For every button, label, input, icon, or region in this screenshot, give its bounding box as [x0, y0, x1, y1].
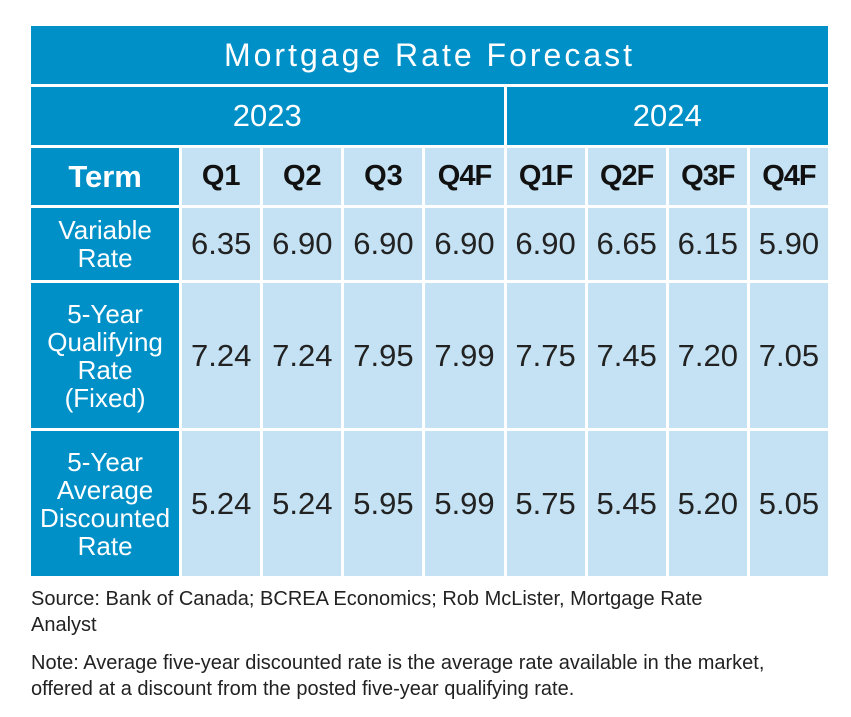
year-row: 2023 2024 [31, 87, 828, 145]
row-label-variable-rate: Variable Rate [31, 208, 180, 280]
title-row: Mortgage Rate Forecast [31, 26, 828, 84]
row-label-line: Qualifying [47, 326, 163, 357]
table-title: Mortgage Rate Forecast [31, 26, 828, 84]
value-cell: 5.24 [263, 431, 342, 576]
source-note: Source: Bank of Canada; BCREA Economics;… [31, 588, 703, 636]
value-cell: 5.20 [668, 431, 747, 576]
value-cell: 7.24 [263, 283, 342, 428]
quarter-header: Q1F [506, 148, 585, 205]
quarter-header-row: Term Q1 Q2 Q3 Q4F Q1F Q2F Q3F Q4F [31, 148, 828, 205]
term-header: Term [31, 148, 180, 205]
value-cell: 6.35 [182, 208, 261, 280]
table-row-5-year-qualifying-rate: 5-Year Qualifying Rate (Fixed) 7.24 7.24… [31, 283, 828, 428]
value-cell: 6.15 [668, 208, 747, 280]
row-label-line: 5-Year [67, 446, 143, 477]
value-cell: 7.95 [344, 283, 423, 428]
value-cell: 7.75 [506, 283, 585, 428]
value-cell: 7.24 [182, 283, 261, 428]
table-row-variable-rate: Variable Rate 6.35 6.90 6.90 6.90 6.90 6… [31, 208, 828, 280]
table-row-5-year-average-discounted-rate: 5-Year Average Discounted Rate 5.24 5.24… [31, 431, 828, 576]
value-cell: 5.24 [182, 431, 261, 576]
value-cell: 5.75 [506, 431, 585, 576]
value-cell: 5.05 [749, 431, 828, 576]
row-label-line: (Fixed) [64, 382, 146, 413]
quarter-header: Q2 [263, 148, 342, 205]
value-cell: 6.90 [263, 208, 342, 280]
quarter-header: Q4F [749, 148, 828, 205]
value-cell: 5.99 [425, 431, 504, 576]
quarter-header: Q2F [587, 148, 666, 205]
quarter-header: Q3 [344, 148, 423, 205]
value-cell: 7.99 [425, 283, 504, 428]
value-cell: 6.90 [344, 208, 423, 280]
row-label-line: Rate [77, 530, 133, 561]
quarter-header: Q1 [182, 148, 261, 205]
row-label-line: Average [56, 474, 154, 505]
value-cell: 7.05 [749, 283, 828, 428]
year-header-2023: 2023 [31, 87, 504, 145]
row-label-line: Rate [77, 243, 133, 273]
value-cell: 6.90 [506, 208, 585, 280]
methodology-note: Note: Average five-year discounted rate … [31, 652, 765, 700]
row-label-line: Rate [77, 354, 133, 385]
value-cell: 6.65 [587, 208, 666, 280]
value-cell: 6.90 [425, 208, 504, 280]
mortgage-rate-forecast-table: Mortgage Rate Forecast 2023 2024 Term Q1… [28, 23, 831, 579]
row-label-line: 5-Year [67, 298, 143, 329]
quarter-header: Q3F [668, 148, 747, 205]
value-cell: 5.95 [344, 431, 423, 576]
value-cell: 7.20 [668, 283, 747, 428]
row-label-line: Discounted [40, 502, 171, 533]
quarter-header: Q4F [425, 148, 504, 205]
year-header-2024: 2024 [506, 87, 828, 145]
row-label-qualifying-rate: 5-Year Qualifying Rate (Fixed) [31, 283, 180, 428]
value-cell: 5.90 [749, 208, 828, 280]
row-label-line: Variable [58, 215, 152, 245]
value-cell: 7.45 [587, 283, 666, 428]
value-cell: 5.45 [587, 431, 666, 576]
row-label-discounted-rate: 5-Year Average Discounted Rate [31, 431, 180, 576]
